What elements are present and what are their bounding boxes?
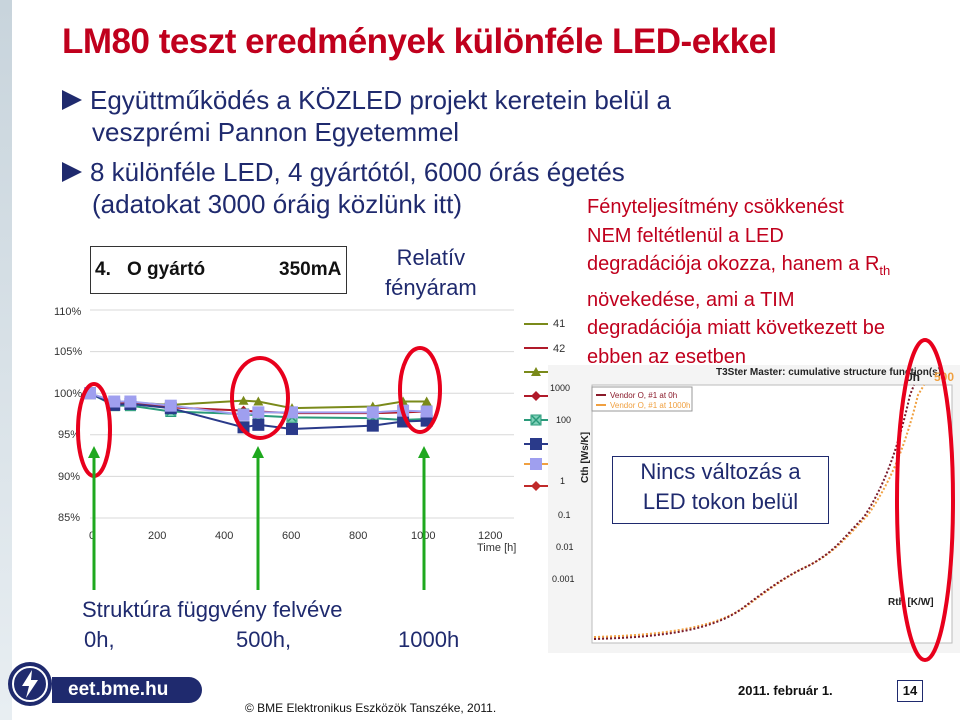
site-link[interactable]: eet.bme.hu: [52, 677, 202, 703]
struct-label-500: 500: [934, 370, 954, 384]
relativ-line2: fényáram: [385, 275, 477, 300]
data-point: [237, 421, 250, 434]
manufacturer-label: O gyártó: [127, 259, 206, 280]
data-point: [124, 395, 137, 408]
data-point: [530, 458, 542, 470]
data-point: [397, 415, 410, 428]
bullet-2-line2: (adatokat 3000 óráig közlünk itt): [92, 189, 462, 219]
x-tick-label: 200: [148, 530, 167, 542]
note-text: degradációja okozza, hanem a R: [587, 253, 880, 275]
data-point: [286, 422, 298, 435]
data-point: [164, 399, 177, 412]
x-tick-label: 1000: [411, 530, 436, 542]
struct-title: T3Ster Master: cumulative structure func…: [716, 367, 941, 378]
struct-legend-0: Vendor O, #1 at 0h: [610, 391, 677, 400]
data-point: [530, 438, 542, 450]
bullet-1: Együttműködés a KÖZLED projekt keretein …: [62, 84, 671, 148]
current-label: 350mA: [279, 259, 342, 280]
struct-legend-1: Vendor O, #1 at 1000h: [610, 401, 691, 410]
y-tick-label: 110%: [54, 306, 82, 318]
copyright: © BME Elektronikus Eszközök Tanszéke, 20…: [245, 701, 497, 715]
struct-ytick: 1: [560, 476, 565, 486]
no-change-box: Nincs változás a LED tokon belül: [612, 456, 829, 524]
structure-times: 0h, 500h, 1000h: [82, 625, 459, 655]
bullet-1-line2: veszprémi Pannon Egyetemmel: [92, 117, 460, 147]
struct-ytick: 0.1: [558, 510, 571, 520]
data-point: [252, 406, 265, 419]
x-tick-label: 0: [89, 530, 96, 542]
structure-caption: Struktúra függvény felvéve 0h, 500h, 100…: [82, 595, 459, 655]
struct-ytick: 1000: [550, 383, 570, 393]
note-line: degradációja okozza, hanem a Rth: [587, 250, 957, 286]
note-line: növekedése, ami a TIM: [587, 288, 795, 311]
data-point: [531, 481, 541, 491]
y-tick-label: 85%: [58, 512, 81, 524]
y-tick-label: 105%: [54, 346, 83, 358]
relativ-line1: Relatív: [396, 245, 466, 270]
data-point: [531, 391, 541, 401]
slide-date: 2011. február 1.: [738, 683, 833, 698]
nincs-line1: Nincs változás a: [640, 459, 801, 484]
struct-xaxis: Rth [K/W]: [888, 597, 934, 608]
struct-ytick: 0.01: [556, 542, 574, 552]
bullet-arrow-icon: [62, 162, 82, 182]
struct-ytick: 100: [556, 415, 571, 425]
structure-line1: Struktúra függvény felvéve: [82, 597, 343, 622]
data-point: [252, 418, 265, 431]
struct-curve-0h: [593, 384, 915, 640]
nincs-line2: LED tokon belül: [642, 489, 799, 514]
time-500h: 500h,: [236, 627, 292, 652]
data-point: [286, 406, 298, 419]
data-point: [366, 406, 379, 419]
left-decor-bar: [0, 0, 12, 720]
note-line: ebben az esetben: [587, 345, 747, 368]
note-line: Fényteljesítmény csökkenést: [587, 196, 844, 218]
y-tick-label: 100%: [54, 388, 83, 400]
relative-flux-label: Relatív fényáram: [385, 243, 477, 303]
x-tick-label: 600: [282, 530, 301, 542]
y-tick-label: 95%: [58, 429, 81, 441]
struct-label-0h: 0h: [906, 370, 920, 384]
bullet-2: 8 különféle LED, 4 gyártótól, 6000 órás …: [62, 156, 625, 220]
luminous-flux-chart: [84, 309, 548, 519]
data-point: [397, 404, 410, 417]
rth-note: Fényteljesítmény csökkenést NEM feltétle…: [587, 193, 957, 371]
led-number: 4.: [95, 259, 111, 280]
time-1000h: 1000h: [398, 627, 460, 652]
bullet-1-line1: Együttműködés a KÖZLED projekt keretein …: [90, 85, 671, 115]
note-line: degradációja miatt következett be: [587, 317, 885, 339]
data-point: [420, 405, 433, 418]
x-tick-label: 1200: [478, 530, 503, 542]
bme-logo-icon: [8, 662, 52, 706]
legend-entry-42: 42: [553, 343, 566, 355]
data-point: [531, 367, 541, 376]
data-point: [530, 414, 542, 426]
x-tick-label: 800: [349, 530, 368, 542]
x-axis-label: Time [h]: [477, 542, 517, 554]
note-line: NEM feltétlenül a LED: [587, 224, 784, 247]
page-number: 14: [897, 680, 923, 702]
bullet-arrow-icon: [62, 90, 82, 110]
data-point: [84, 387, 96, 400]
lightning-icon: [12, 666, 48, 702]
legend-entry-41: 41: [553, 318, 566, 330]
struct-yaxis: Cth [Ws/K]: [580, 432, 591, 483]
slide-title: LM80 teszt eredmények különféle LED-ekke…: [62, 22, 777, 61]
time-0h: 0h,: [84, 627, 115, 652]
bullet-2-line1: 8 különféle LED, 4 gyártótól, 6000 órás …: [90, 157, 625, 187]
data-point: [366, 419, 379, 432]
x-tick-label: 400: [215, 530, 234, 542]
chart-header-box: 4. O gyártó 350mA: [90, 246, 347, 294]
struct-ytick: 0.001: [552, 574, 575, 584]
note-subscript: th: [879, 263, 891, 278]
data-point: [108, 395, 121, 408]
data-point: [237, 408, 250, 421]
y-tick-label: 90%: [58, 471, 81, 483]
